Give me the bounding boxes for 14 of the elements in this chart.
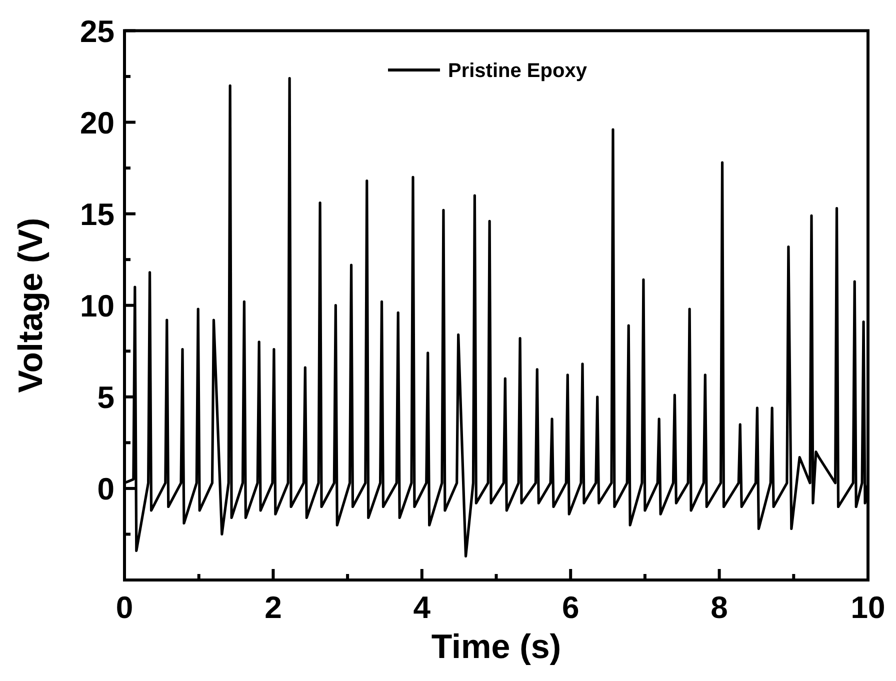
- y-tick-label: 25: [80, 14, 114, 49]
- x-tick-label: 4: [413, 590, 432, 625]
- y-tick-label: 10: [80, 288, 114, 324]
- x-axis-title: Time (s): [431, 628, 562, 666]
- x-tick-label: 6: [562, 590, 580, 625]
- y-tick-label: 20: [80, 105, 114, 140]
- x-tick-label: 10: [850, 590, 886, 625]
- y-axis-title: Voltage (V): [12, 218, 50, 393]
- x-tick-label: 8: [710, 590, 728, 625]
- x-tick-label: 2: [264, 590, 282, 625]
- y-tick-label: 5: [97, 380, 114, 416]
- y-tick-label: 15: [80, 196, 114, 232]
- y-tick-label: 0: [97, 472, 114, 507]
- legend-label: Pristine Epoxy: [448, 60, 588, 82]
